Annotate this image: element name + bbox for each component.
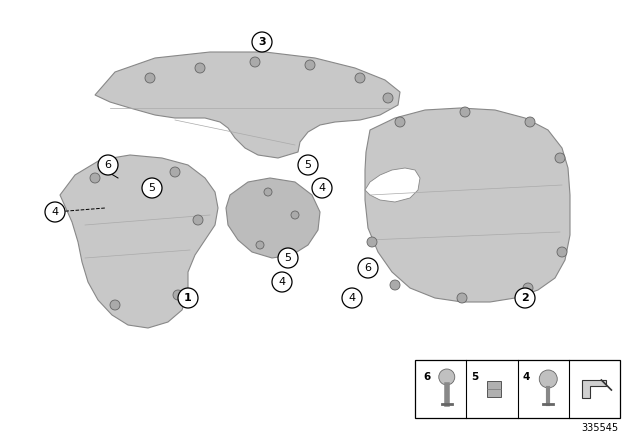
Text: 1: 1 <box>184 293 192 303</box>
Circle shape <box>291 211 299 219</box>
Circle shape <box>555 153 565 163</box>
Text: 6: 6 <box>104 160 111 170</box>
Text: 4: 4 <box>51 207 59 217</box>
Polygon shape <box>365 108 570 302</box>
Text: 6: 6 <box>423 372 430 382</box>
Circle shape <box>264 188 272 196</box>
Circle shape <box>540 370 557 388</box>
Circle shape <box>250 57 260 67</box>
Text: 335545: 335545 <box>581 423 618 433</box>
Circle shape <box>145 73 155 83</box>
Circle shape <box>170 167 180 177</box>
Circle shape <box>45 202 65 222</box>
Text: 5: 5 <box>148 183 156 193</box>
Polygon shape <box>365 168 420 202</box>
Circle shape <box>358 258 378 278</box>
Circle shape <box>312 178 332 198</box>
Circle shape <box>355 73 365 83</box>
Circle shape <box>256 241 264 249</box>
Circle shape <box>98 155 118 175</box>
Circle shape <box>439 369 455 385</box>
Circle shape <box>272 272 292 292</box>
Circle shape <box>278 248 298 268</box>
Circle shape <box>142 178 162 198</box>
Circle shape <box>525 117 535 127</box>
Circle shape <box>515 288 535 308</box>
Polygon shape <box>226 178 320 258</box>
Text: 4: 4 <box>348 293 356 303</box>
Circle shape <box>178 288 198 308</box>
Text: 2: 2 <box>521 293 529 303</box>
Bar <box>488 381 501 397</box>
Circle shape <box>305 60 315 70</box>
Polygon shape <box>95 52 400 158</box>
Circle shape <box>173 290 183 300</box>
Circle shape <box>395 117 405 127</box>
Circle shape <box>252 32 272 52</box>
Text: 3: 3 <box>258 37 266 47</box>
Circle shape <box>390 280 400 290</box>
Circle shape <box>298 155 318 175</box>
Text: 5: 5 <box>285 253 291 263</box>
Text: 4: 4 <box>522 372 530 382</box>
Text: 5: 5 <box>305 160 312 170</box>
Circle shape <box>342 288 362 308</box>
Polygon shape <box>582 380 606 398</box>
Polygon shape <box>60 155 218 328</box>
Circle shape <box>457 293 467 303</box>
Circle shape <box>383 93 393 103</box>
Text: 5: 5 <box>471 372 479 382</box>
Bar <box>415 360 620 418</box>
Text: 4: 4 <box>278 277 285 287</box>
Circle shape <box>367 237 377 247</box>
Text: 4: 4 <box>319 183 326 193</box>
Circle shape <box>110 300 120 310</box>
Circle shape <box>460 107 470 117</box>
Circle shape <box>557 247 567 257</box>
Circle shape <box>523 283 533 293</box>
Circle shape <box>195 63 205 73</box>
Circle shape <box>90 173 100 183</box>
Text: 6: 6 <box>365 263 371 273</box>
Circle shape <box>193 215 203 225</box>
